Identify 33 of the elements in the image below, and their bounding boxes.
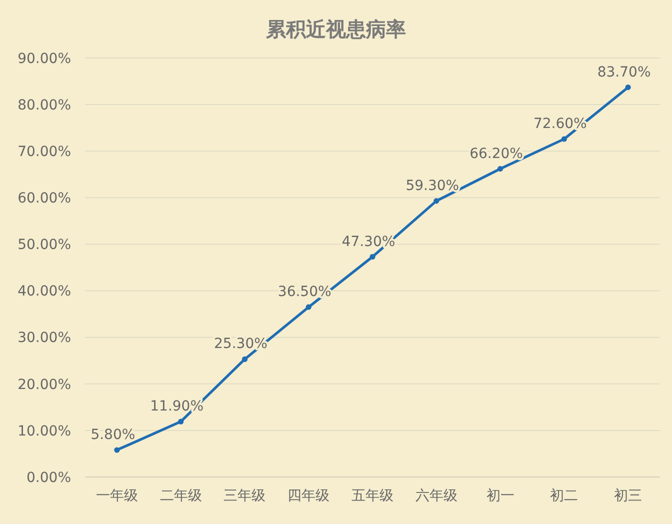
- x-tick-label: 四年级: [288, 488, 330, 504]
- x-tick-label: 三年级: [224, 488, 266, 504]
- x-tick-label: 五年级: [352, 488, 394, 504]
- point: [242, 356, 248, 362]
- y-tick-label: 20.00%: [18, 376, 71, 393]
- y-tick-label: 50.00%: [18, 237, 71, 254]
- y-tick-label: 0.00%: [26, 470, 71, 486]
- x-tick-label: 二年级: [160, 488, 202, 504]
- data-label: 83.70%: [597, 64, 651, 80]
- x-tick-label: 初三: [614, 488, 642, 504]
- y-tick-label: 70.00%: [18, 144, 71, 160]
- x-tick-label: 初二: [550, 488, 578, 504]
- data-label: 66.20%: [470, 146, 523, 162]
- y-tick-label: 30.00%: [18, 330, 71, 346]
- y-tick-label: 60.00%: [18, 190, 71, 207]
- point: [434, 198, 440, 204]
- y-tick-label: 10.00%: [18, 423, 71, 440]
- data-label: 5.80%: [90, 427, 136, 443]
- y-tick-label: 90.00%: [18, 50, 71, 67]
- x-tick-label: 一年级: [96, 488, 138, 504]
- x-tick-label: 六年级: [415, 488, 458, 504]
- point: [497, 166, 504, 172]
- point: [370, 254, 376, 260]
- x-tick-label: 初一: [486, 488, 514, 504]
- y-tick-label: 80.00%: [18, 97, 71, 114]
- y-tick-label: 40.00%: [18, 284, 71, 300]
- point: [561, 136, 567, 142]
- point: [178, 418, 184, 424]
- point: [306, 304, 312, 310]
- chart-title: 累积近视患病率: [265, 17, 406, 41]
- point: [114, 447, 120, 453]
- point: [625, 84, 631, 90]
- data-label: 59.30%: [406, 178, 460, 194]
